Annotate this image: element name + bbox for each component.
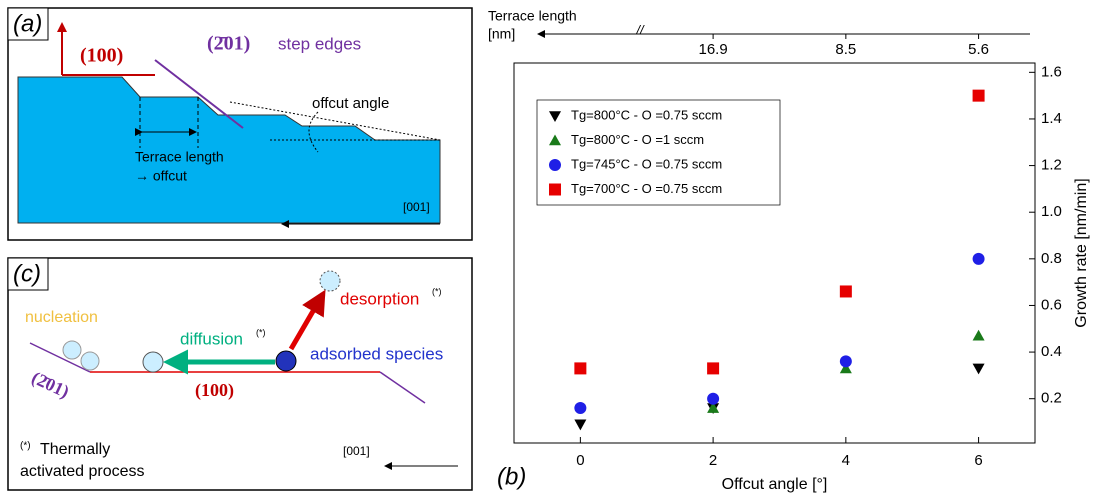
direction: [001] <box>403 200 430 214</box>
step-line <box>154 59 244 129</box>
label-box <box>7 257 49 291</box>
label-box <box>7 7 49 41</box>
point <box>707 362 720 375</box>
x-tick-label: 2 <box>709 452 717 469</box>
axis-break: // <box>635 22 645 37</box>
x-tick-label: 4 <box>842 452 850 469</box>
legend-symbol <box>549 134 561 146</box>
note: activated process <box>20 463 145 480</box>
star: (*) <box>20 441 31 452</box>
point <box>839 362 852 374</box>
terrace-text: Terrace length <box>135 149 224 165</box>
x-axis-label: Offcut angle [°] <box>722 476 828 493</box>
top-axis-label: [nm] <box>488 26 515 42</box>
panel-frame <box>7 257 473 491</box>
point <box>574 362 587 375</box>
point <box>839 285 852 298</box>
top-axis-label: Terrace length <box>488 8 577 24</box>
y-axis-label: Growth rate [nm/min] <box>1073 178 1090 327</box>
y-tick-label: 1.6 <box>1041 63 1062 80</box>
point <box>574 402 587 415</box>
plane-label: (100) <box>80 45 123 67</box>
point <box>972 89 985 102</box>
note: Thermally <box>40 441 110 458</box>
step-plane: (2̄01) <box>28 367 72 403</box>
offcut-text: offcut angle <box>312 95 389 112</box>
x2-tick-label: 16.9 <box>699 41 728 58</box>
panel-frame <box>7 7 473 241</box>
y-tick-label: 1.0 <box>1041 203 1062 220</box>
legend-label: Tg=800°C - O =1 sccm <box>571 132 704 147</box>
terrace-arrow-text: → offcut <box>135 168 187 184</box>
point <box>839 355 852 368</box>
x2-tick-label: 5.6 <box>968 41 989 58</box>
y-tick-label: 0.4 <box>1041 343 1062 360</box>
diffusion: diffusion <box>180 329 243 348</box>
y-tick-label: 1.2 <box>1041 157 1062 174</box>
atom <box>319 270 341 292</box>
step-plane-label: (2̄01) <box>207 33 250 55</box>
legend-symbol <box>549 183 561 196</box>
star: (*) <box>256 327 266 337</box>
panel-a: (a) (100) (2̄01) step edges offcut angle… <box>7 7 473 241</box>
panel-label: (b) <box>497 463 526 490</box>
point <box>707 392 720 405</box>
y-tick-label: 1.4 <box>1041 110 1062 127</box>
panel-label: (c) <box>13 260 41 287</box>
x2-tick-label: 8.5 <box>835 41 856 58</box>
legend-label: Tg=700°C - O =0.75 sccm <box>571 181 722 196</box>
legend-symbol <box>549 111 561 122</box>
direction: [001] <box>343 444 370 458</box>
panel-c: (c) nucleation diffusion (*) desorption … <box>7 257 473 491</box>
x-tick-label: 6 <box>974 452 982 469</box>
legend-label: Tg=745°C - O =0.75 sccm <box>571 156 722 171</box>
adsorbed: adsorbed species <box>310 344 443 363</box>
plot-frame <box>513 62 1036 444</box>
legend-symbol <box>549 159 561 171</box>
legend-box <box>536 99 781 206</box>
step <box>29 342 91 373</box>
point <box>972 363 985 375</box>
y-tick-label: 0.6 <box>1041 296 1062 313</box>
panel-label: (a) <box>13 10 42 37</box>
atom <box>142 351 164 373</box>
atom <box>80 351 100 371</box>
nucleation: nucleation <box>25 309 98 326</box>
desorption-arrow <box>288 289 326 351</box>
step <box>379 371 426 404</box>
y-tick-label: 0.2 <box>1041 390 1062 407</box>
legend-label: Tg=800°C - O =0.75 sccm <box>571 107 722 122</box>
x-tick-label: 0 <box>576 452 584 469</box>
star: (*) <box>432 286 442 296</box>
y-tick-label: 0.8 <box>1041 250 1062 267</box>
desorption: desorption <box>340 289 419 308</box>
atom <box>62 340 82 360</box>
adsorbed-atom <box>275 350 297 372</box>
point <box>972 252 985 265</box>
offcut-line <box>229 101 441 141</box>
step-text: step edges <box>278 34 361 53</box>
point <box>972 329 985 341</box>
angle-arc <box>308 111 319 153</box>
point <box>574 419 587 431</box>
plane: (100) <box>195 380 234 401</box>
point <box>707 402 720 413</box>
